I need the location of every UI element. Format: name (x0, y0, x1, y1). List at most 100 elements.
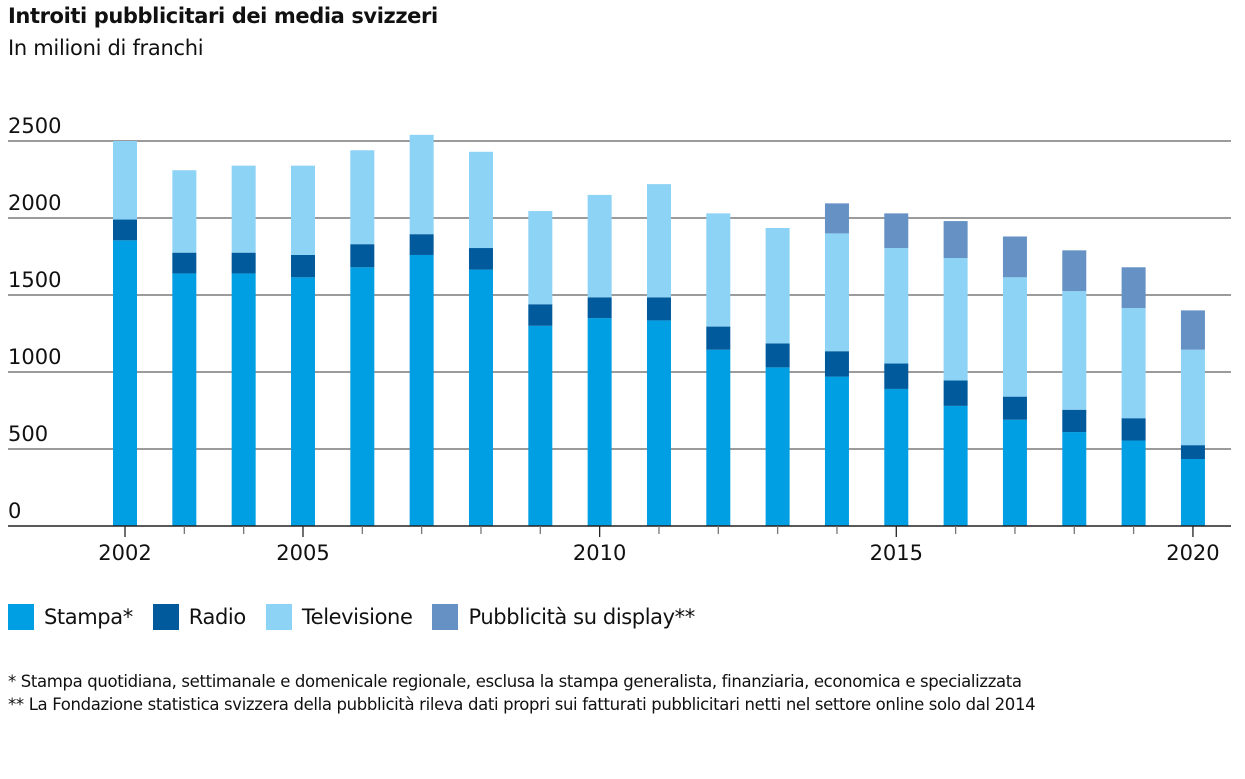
bar-segment-2019-series-1 (1121, 418, 1146, 441)
bar-group-2002 (113, 141, 137, 526)
bar-segment-2004-series-1 (231, 252, 256, 274)
bar-segment-2004-series-2 (231, 165, 256, 253)
legend-item-stampa: Stampa* (8, 604, 133, 630)
bar-segment-2014-series-0 (824, 376, 849, 526)
legend-label-stampa: Stampa* (44, 605, 133, 629)
legend: Stampa* Radio Televisione Pubblicità su … (8, 604, 715, 630)
bar-segment-2013-series-1 (765, 343, 790, 368)
chart-subtitle: In milioni di franchi (8, 36, 204, 60)
bar-segment-2010-series-1 (587, 297, 612, 319)
bar-segment-2018-series-3 (1062, 250, 1087, 292)
bar-segment-2011-series-1 (646, 297, 671, 321)
bar-segment-2005-series-1 (290, 254, 315, 278)
bar-segment-2014-series-3 (824, 203, 849, 234)
bar-group-2016 (943, 221, 968, 526)
bar-segment-2016-series-2 (943, 258, 968, 381)
bar-group-2015 (884, 213, 909, 526)
bar-segment-2003-series-0 (172, 273, 197, 526)
y-tick-label-1000: 1000 (8, 345, 61, 369)
footnote-stampa: * Stampa quotidiana, settimanale e domen… (8, 672, 1022, 691)
bar-segment-2011-series-0 (646, 320, 671, 526)
legend-item-display: Pubblicità su display** (432, 604, 695, 630)
bar-segment-2004-series-0 (231, 273, 256, 526)
legend-swatch-stampa (8, 604, 34, 630)
bar-segment-2015-series-1 (884, 363, 909, 389)
legend-label-televisione: Televisione (301, 605, 413, 629)
x-tick-label-2002: 2002 (98, 541, 151, 565)
x-tick-label-2005: 2005 (276, 541, 329, 565)
bar-segment-2005-series-0 (290, 277, 315, 526)
x-tick-label-2015: 2015 (870, 541, 923, 565)
bar-segment-2010-series-2 (587, 194, 612, 298)
y-tick-label-1500: 1500 (8, 268, 61, 292)
bar-segment-2008-series-1 (468, 248, 493, 270)
bar-segment-2015-series-3 (884, 213, 909, 249)
bar-segment-2020-series-0 (1180, 459, 1205, 526)
y-tick-label-2000: 2000 (8, 191, 61, 215)
legend-swatch-display (432, 604, 459, 630)
bar-group-2017 (1002, 236, 1027, 526)
bar-group-2020 (1180, 310, 1205, 526)
bar-segment-2010-series-0 (587, 318, 612, 526)
bar-segment-2012-series-2 (706, 213, 731, 327)
bar-segment-2002-series-0 (113, 240, 137, 526)
y-axis-labels: 0 500 1000 1500 2000 2500 (8, 114, 61, 523)
stacked-bar-chart: 0 500 1000 1500 2000 2500 2002 2005 2010 2015 202… (8, 114, 1231, 565)
bar-segment-2002-series-2 (113, 141, 137, 220)
bar-segment-2016-series-0 (943, 405, 968, 526)
bar-segment-2016-series-1 (943, 380, 968, 406)
bar-group-2006 (350, 150, 375, 526)
legend-label-radio: Radio (188, 605, 246, 629)
bar-segment-2012-series-1 (706, 326, 731, 350)
legend-label-display: Pubblicità su display** (468, 605, 695, 629)
bar-segment-2007-series-0 (409, 254, 434, 526)
bar-segment-2014-series-1 (824, 351, 849, 377)
bar-group-2011 (646, 184, 671, 526)
bar-group-2018 (1062, 250, 1087, 526)
bars (113, 134, 1205, 526)
bar-segment-2009-series-2 (528, 211, 553, 305)
bar-group-2009 (528, 211, 553, 526)
bar-segment-2017-series-0 (1002, 419, 1027, 526)
bar-segment-2008-series-2 (468, 151, 493, 249)
bar-segment-2007-series-2 (409, 134, 434, 235)
bar-segment-2020-series-1 (1180, 445, 1205, 460)
bar-segment-2017-series-2 (1002, 277, 1027, 397)
bar-segment-2013-series-0 (765, 367, 790, 526)
bar-segment-2018-series-1 (1062, 409, 1087, 433)
bar-segment-2009-series-1 (528, 304, 553, 326)
legend-swatch-radio (152, 604, 179, 630)
bar-group-2013 (765, 228, 790, 526)
legend-item-radio: Radio (152, 604, 246, 630)
gridlines (8, 140, 1231, 450)
x-tick-label-2020: 2020 (1166, 541, 1219, 565)
bar-segment-2017-series-1 (1002, 396, 1027, 420)
legend-swatch-televisione (265, 604, 292, 630)
bar-segment-2019-series-3 (1121, 267, 1146, 309)
bar-group-2004 (231, 165, 256, 526)
bar-segment-2015-series-2 (884, 248, 909, 364)
bar-group-2005 (290, 165, 315, 526)
x-axis: 2002 2005 2010 2015 2020 (8, 525, 1231, 565)
bar-segment-2008-series-0 (468, 269, 493, 526)
bar-segment-2017-series-3 (1002, 236, 1027, 278)
bar-segment-2020-series-3 (1180, 310, 1205, 350)
bar-segment-2006-series-2 (350, 150, 375, 245)
bar-segment-2018-series-2 (1062, 291, 1087, 410)
bar-group-2010 (587, 194, 612, 526)
bar-segment-2020-series-2 (1180, 349, 1205, 446)
bar-segment-2019-series-2 (1121, 308, 1146, 419)
legend-item-televisione: Televisione (265, 604, 413, 630)
bar-segment-2003-series-1 (172, 252, 197, 274)
bar-segment-2006-series-1 (350, 244, 375, 268)
bar-group-2007 (409, 134, 434, 526)
bar-group-2014 (824, 203, 849, 526)
footnotes: * Stampa quotidiana, settimanale e domen… (8, 670, 1228, 716)
x-tick-label-2010: 2010 (573, 541, 626, 565)
bar-segment-2016-series-3 (943, 221, 968, 259)
bar-segment-2012-series-0 (706, 349, 731, 526)
footnote-display: ** La Fondazione statistica svizzera del… (8, 695, 1036, 714)
bar-segment-2007-series-1 (409, 234, 434, 255)
bar-segment-2013-series-2 (765, 228, 790, 344)
bar-group-2003 (172, 170, 197, 526)
